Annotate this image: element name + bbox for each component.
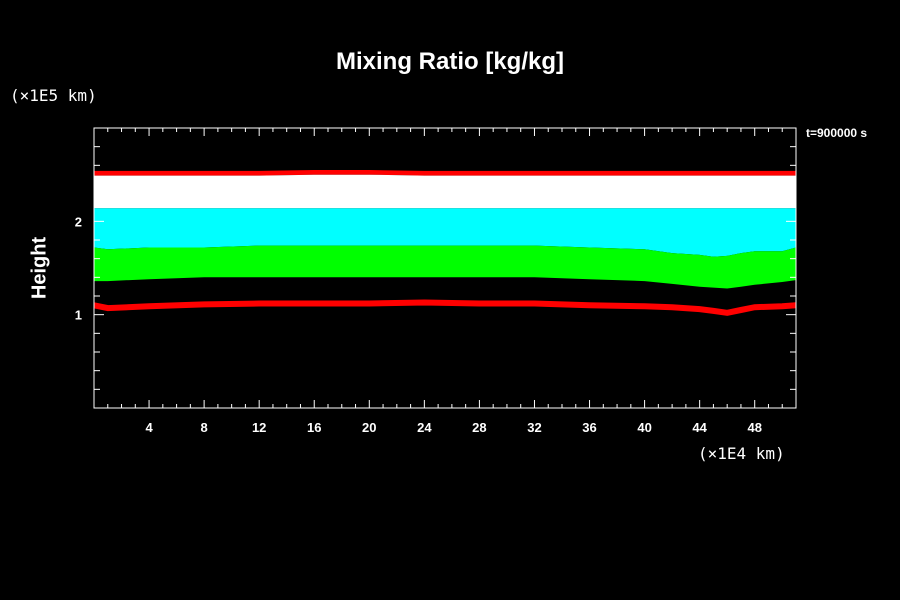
x-tick-label: 36 [582,420,596,435]
x-tick-label: 48 [747,420,761,435]
band-0 [94,170,796,176]
band-2 [94,208,796,257]
x-axis-unit: (×1E4 km) [698,444,785,463]
plot-frame [93,127,797,409]
x-tick-label: 28 [472,420,486,435]
x-tick-label: 40 [637,420,651,435]
y-axis-unit: (×1E5 km) [10,86,97,105]
x-tick-label: 20 [362,420,376,435]
chart-title: Mixing Ratio [kg/kg] [336,48,564,75]
line-layer [93,299,797,316]
band-3 [94,245,796,289]
lower-contour-line [93,299,797,316]
x-tick-label: 4 [145,420,153,435]
x-tick-label: 12 [252,420,266,435]
x-tick-label: 8 [201,420,208,435]
y-tick-label: 2 [75,214,82,229]
band-1 [94,174,796,209]
x-tick-label: 32 [527,420,541,435]
x-tick-label: 44 [692,420,707,435]
x-tick-label: 24 [417,420,432,435]
x-tick-label: 16 [307,420,321,435]
time-label: t=900000 s [806,126,868,140]
y-tick-label: 1 [75,308,82,323]
band-layer [94,170,796,289]
